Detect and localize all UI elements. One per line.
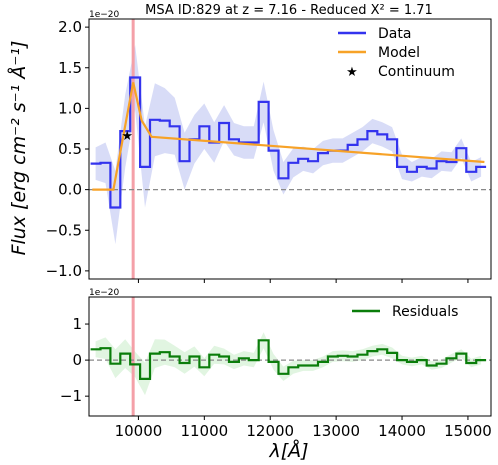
x-tick-label: 13000 bbox=[312, 422, 360, 440]
x-tick-label: 11000 bbox=[180, 422, 228, 440]
residuals-panel: 1e−20 λ[Å] −1 0 1 10000 11000 12000 13000 14000… bbox=[60, 288, 492, 462]
top-offset-text: 1e−20 bbox=[89, 10, 120, 20]
plot-frame bbox=[88, 296, 492, 417]
y-tick-label: 1 bbox=[72, 315, 82, 333]
y-tick-label: 1.5 bbox=[58, 59, 82, 77]
residuals-series-line bbox=[90, 339, 487, 380]
legend-label-data: Data bbox=[378, 26, 411, 42]
x-tick-label: 14000 bbox=[378, 422, 426, 440]
plot-area bbox=[89, 297, 491, 416]
y-tick-label: 1.0 bbox=[58, 99, 82, 117]
y-tick-label: 0.0 bbox=[58, 181, 82, 199]
x-axis-label: λ[Å] bbox=[268, 439, 308, 462]
y-axis-label: Flux [erg cm⁻² s⁻¹ Å⁻¹] bbox=[7, 41, 30, 256]
legend-label-residuals: Residuals bbox=[392, 304, 458, 320]
model-series-line bbox=[92, 82, 485, 191]
y-tick-label: 0 bbox=[72, 351, 82, 369]
error-band bbox=[95, 332, 482, 396]
legend-label-continuum: Continuum bbox=[378, 64, 455, 80]
x-tick-label: 15000 bbox=[444, 422, 492, 440]
legend: Data Model ★ Continuum bbox=[338, 26, 455, 80]
x-tick-label: 10000 bbox=[115, 422, 163, 440]
y-tick-label: −1 bbox=[60, 387, 82, 405]
plot-area: ★ bbox=[89, 19, 491, 279]
legend-star-marker: ★ bbox=[346, 65, 358, 80]
data-series-line bbox=[90, 76, 487, 209]
bottom-offset-text: 1e−20 bbox=[89, 288, 120, 298]
legend: Residuals bbox=[352, 304, 458, 320]
y-tick-label: −0.5 bbox=[46, 221, 82, 239]
continuum-star-point: ★ bbox=[121, 129, 133, 144]
chart-title: MSA ID:829 at z = 7.16 - Reduced X² = 1.… bbox=[145, 3, 433, 18]
y-tick-label: 0.5 bbox=[58, 140, 82, 158]
spectrum-panel: MSA ID:829 at z = 7.16 - Reduced X² = 1.… bbox=[7, 3, 492, 283]
y-tick-label: 2.0 bbox=[58, 18, 82, 36]
x-tick-label: 12000 bbox=[246, 422, 294, 440]
y-tick-label: −1.0 bbox=[46, 262, 82, 280]
legend-label-model: Model bbox=[378, 45, 420, 61]
